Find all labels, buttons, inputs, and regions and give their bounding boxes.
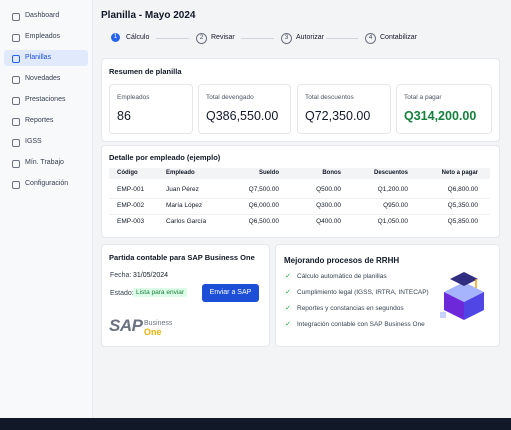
row-line: [109, 198, 490, 199]
table-cell: Q1,200.00: [377, 186, 408, 193]
benefit-item: Cálculo automático de planillas: [297, 273, 387, 280]
step-label: Revisar: [211, 34, 235, 41]
nav-item[interactable]: Configuración: [25, 180, 69, 187]
field-label: Fecha:: [110, 272, 132, 279]
check-icon: ✓: [285, 289, 291, 296]
column-header: Neto a pagar: [441, 170, 478, 176]
sap-logo-line2: One: [144, 327, 162, 337]
check-icon: ✓: [285, 273, 291, 280]
sap-logo: SAP: [109, 316, 143, 335]
stat-value: Q386,550.00: [206, 109, 279, 123]
nav-item[interactable]: IGSS: [25, 138, 42, 145]
table-cell: Q6,000.00: [248, 202, 279, 209]
step-circle: 3: [281, 33, 292, 44]
column-header: Descuentos: [373, 170, 408, 176]
step-line: [241, 38, 274, 39]
check-icon: ✓: [285, 321, 291, 328]
nav-icon: [12, 181, 20, 189]
benefit-item: Reportes y constancias en segundos: [297, 305, 404, 312]
nav-item[interactable]: Mín. Trabajo: [25, 159, 64, 166]
column-header: Sueldo: [258, 170, 279, 176]
nav-icon: [12, 139, 20, 147]
benefit-item: Cumplimiento legal (IGSS, IRTRA, INTECAP…: [297, 289, 429, 296]
step-circle: 1: [111, 33, 120, 42]
table-cell: Q400.00: [316, 218, 341, 225]
column-header: Bonos: [322, 170, 341, 176]
stat-label: Total devengado: [206, 94, 254, 101]
nav-icon: [12, 34, 20, 42]
benefit-item: Integración contable con SAP Business On…: [297, 321, 425, 328]
card-title: Resumen de planilla: [109, 67, 182, 76]
send-button[interactable]: Enviar a SAP: [202, 284, 259, 302]
detail-card: [101, 145, 500, 238]
card-title: Mejorando procesos de RRHH: [284, 256, 400, 265]
stat-label: Total a pagar: [404, 94, 442, 101]
table-cell: Juan Pérez: [166, 186, 199, 193]
check-icon: ✓: [285, 305, 291, 312]
nav-item[interactable]: Dashboard: [25, 12, 60, 19]
table-cell: EMP-002: [117, 202, 145, 209]
nav-icon: [12, 160, 20, 168]
row-line: [109, 214, 490, 215]
field-label: Estado:: [110, 290, 134, 297]
sidebar: [0, 0, 93, 418]
step-circle: 4: [365, 33, 376, 44]
stat-value: 86: [117, 109, 131, 123]
table-header-bg: [109, 168, 490, 179]
stat-box: [198, 84, 291, 134]
table-cell: EMP-001: [117, 186, 145, 193]
stat-box: [396, 84, 492, 134]
nav-item[interactable]: Reportes: [25, 117, 54, 124]
nav-item[interactable]: Empleados: [25, 33, 61, 40]
field-value: 31/05/2024: [133, 272, 169, 279]
nav-icon: [12, 76, 20, 84]
step-label: Cálculo: [126, 34, 150, 41]
stat-label: Total descuentos: [305, 94, 354, 101]
table-cell: Q500.00: [316, 186, 341, 193]
column-header: Código: [117, 170, 138, 176]
nav-item[interactable]: Planillas: [25, 54, 52, 61]
stat-value: Q314,200.00: [404, 109, 477, 123]
step-line: [156, 38, 189, 39]
table-cell: Q5,350.00: [447, 202, 478, 209]
taskbar: [0, 418, 511, 430]
nav-icon: [12, 97, 20, 105]
step-line: [326, 38, 358, 39]
table-cell: Q6,500.00: [248, 218, 279, 225]
step-label: Contabilizar: [380, 34, 417, 41]
stat-label: Empleados: [117, 94, 150, 101]
status-badge: Lista para enviar: [133, 288, 188, 297]
table-cell: Q6,800.00: [447, 186, 478, 193]
nav-icon: [12, 55, 20, 63]
card-title: Partida contable para SAP Business One: [109, 253, 255, 262]
nav-icon: [12, 118, 20, 126]
table-cell: Carlos García: [166, 218, 207, 225]
illustration: [440, 272, 484, 320]
step-circle: 2: [196, 33, 207, 44]
page-title: Planilla - Mayo 2024: [101, 10, 196, 21]
sap-logo-line1: Business: [144, 320, 173, 327]
active-bg: [4, 50, 88, 66]
stat-box: [109, 84, 193, 134]
table-cell: Q7,500.00: [248, 186, 279, 193]
step-label: Autorizar: [296, 34, 325, 41]
table-cell: Q300.00: [316, 202, 341, 209]
nav-item[interactable]: Novedades: [25, 75, 61, 82]
table-cell: Q950.00: [383, 202, 408, 209]
table-cell: EMP-003: [117, 218, 145, 225]
card-title: Detalle por empleado (ejemplo): [109, 153, 221, 162]
table-cell: Q1,050.00: [377, 218, 408, 225]
column-header: Empleado: [166, 170, 195, 176]
stat-value: Q72,350.00: [305, 109, 371, 123]
nav-item[interactable]: Prestaciones: [25, 96, 66, 103]
nav-icon: [12, 13, 20, 21]
table-cell: Q5,850.00: [447, 218, 478, 225]
stat-box: [297, 84, 391, 134]
table-cell: María López: [166, 202, 203, 209]
